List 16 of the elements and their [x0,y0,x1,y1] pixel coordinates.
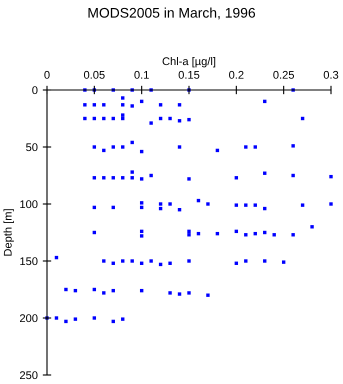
y-tick-label: 200 [20,314,38,322]
x-tick-label: 0.1 [134,70,149,79]
x-tick-label: 0.3 [324,70,338,79]
y-tick-label: 0 [32,86,38,94]
x-tick-label: 0.25 [273,70,294,79]
y-tick-label: 50 [26,143,38,152]
y-axis-title: Depth [m] [4,209,14,256]
y-tick-label: 100 [20,200,38,208]
y-tick-label: 150 [20,257,38,266]
x-axis-title: Chl-a [µg/l] [162,57,216,68]
x-tick-label: 0.2 [229,70,244,79]
chart-title: MODS2005 in March, 1996 [88,8,256,20]
x-tick-label: 0.15 [178,70,200,79]
x-tick-label: 0.05 [84,70,105,79]
x-tick-label: 0 [44,70,50,79]
y-tick-label: 250 [20,371,38,380]
